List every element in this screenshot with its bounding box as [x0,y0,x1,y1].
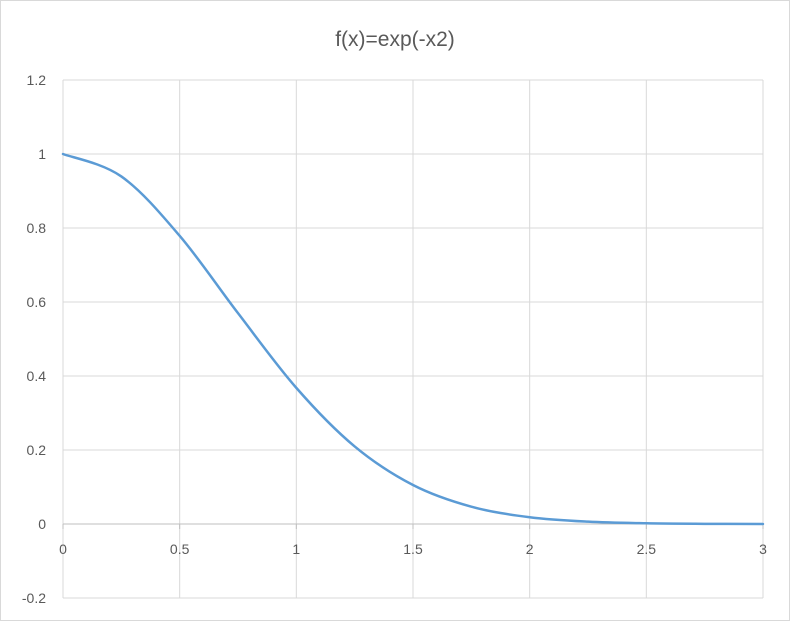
y-tick-label: 0 [38,516,46,532]
y-tick-label: 0.8 [27,220,47,236]
x-tick-label: 2 [526,541,534,557]
series-line [61,152,765,526]
x-tick-label: 2.5 [637,541,657,557]
x-tick-label: 3 [759,541,767,557]
x-tick-label: 1 [292,541,300,557]
y-tick-label: 0.4 [27,368,47,384]
y-tick-label: 0.2 [27,442,47,458]
y-tick-label: 0.6 [27,294,47,310]
x-tick-label: 0.5 [170,541,190,557]
y-tick-label: 1 [38,146,46,162]
series-group [61,152,765,526]
y-tick-labels: -0.2 0 0.2 0.4 0.6 0.8 1 1.2 [22,72,46,606]
x-tick-label: 1.5 [403,541,423,557]
x-tick-labels: 0 0.5 1 1.5 2 2.5 3 [59,541,767,557]
axes [62,523,764,529]
vertical-gridlines [62,80,764,598]
chart-title: f(x)=exp(-x2) [335,28,455,51]
y-tick-label: -0.2 [22,590,46,606]
y-tick-label: 1.2 [27,72,47,88]
x-tick-label: 0 [59,541,67,557]
